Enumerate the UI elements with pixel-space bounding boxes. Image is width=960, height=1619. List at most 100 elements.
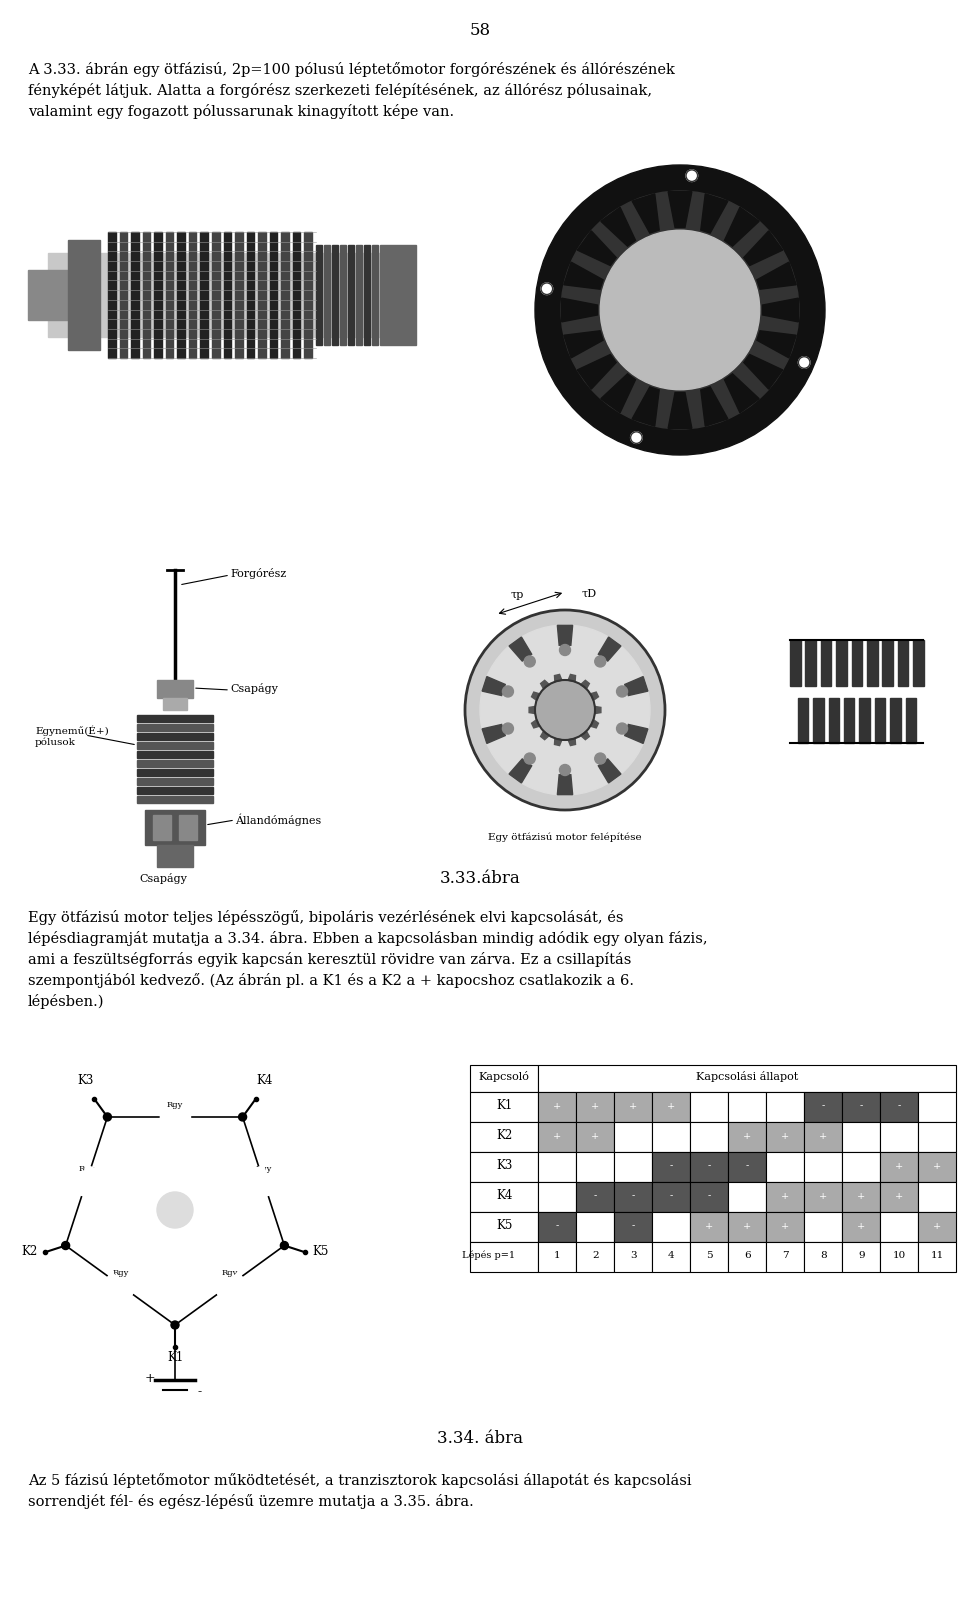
- Text: lépésben.): lépésben.): [28, 994, 105, 1009]
- Bar: [880, 1213, 919, 1242]
- Circle shape: [535, 165, 825, 455]
- Bar: [653, 1213, 690, 1242]
- Bar: [843, 1242, 880, 1273]
- Bar: [539, 1153, 576, 1182]
- Text: 2: 2: [592, 1250, 599, 1260]
- Polygon shape: [215, 1273, 245, 1298]
- Polygon shape: [564, 262, 603, 290]
- Polygon shape: [701, 194, 728, 233]
- Text: +: +: [629, 1101, 637, 1111]
- Text: K5: K5: [496, 1219, 513, 1232]
- Text: K4: K4: [496, 1188, 513, 1201]
- Polygon shape: [160, 1112, 190, 1122]
- Text: Rgy: Rgy: [255, 1166, 272, 1174]
- Text: 10: 10: [893, 1250, 906, 1260]
- Text: fényképét látjuk. Alatta a forgórész szerkezeti felépítésének, az állórész pólus: fényképét látjuk. Alatta a forgórész sze…: [28, 83, 652, 99]
- Bar: [844, 698, 854, 743]
- Bar: [653, 1091, 690, 1122]
- Bar: [137, 769, 213, 776]
- Polygon shape: [595, 706, 601, 714]
- Polygon shape: [540, 732, 549, 740]
- Polygon shape: [555, 675, 562, 682]
- Bar: [189, 232, 197, 358]
- Bar: [316, 244, 322, 345]
- Bar: [293, 232, 300, 358]
- Polygon shape: [577, 355, 616, 389]
- Text: τp: τp: [511, 589, 524, 599]
- Bar: [766, 1153, 804, 1182]
- Bar: [843, 1122, 880, 1153]
- Text: K1: K1: [167, 1350, 183, 1363]
- Polygon shape: [756, 262, 796, 290]
- Bar: [539, 1242, 576, 1273]
- Text: Kapcsolási állapot: Kapcsolási állapot: [696, 1072, 799, 1081]
- Bar: [224, 232, 231, 358]
- Bar: [576, 1213, 614, 1242]
- Text: -: -: [632, 1192, 635, 1201]
- Bar: [867, 640, 877, 685]
- Text: 8: 8: [820, 1250, 827, 1260]
- Text: Állandómágnes: Állandómágnes: [235, 813, 322, 826]
- Circle shape: [535, 680, 595, 740]
- Bar: [766, 1213, 804, 1242]
- Circle shape: [104, 1112, 111, 1120]
- Bar: [890, 698, 900, 743]
- Bar: [880, 1122, 919, 1153]
- Text: -: -: [670, 1161, 673, 1171]
- Bar: [137, 716, 213, 722]
- Bar: [804, 1213, 843, 1242]
- Text: +: +: [857, 1192, 866, 1201]
- Bar: [729, 1153, 766, 1182]
- Circle shape: [61, 1242, 70, 1250]
- Bar: [614, 1213, 653, 1242]
- Text: 1: 1: [554, 1250, 561, 1260]
- Text: -: -: [746, 1161, 749, 1171]
- Text: -: -: [898, 1101, 901, 1111]
- Bar: [470, 1153, 539, 1182]
- Bar: [804, 1153, 843, 1182]
- Polygon shape: [558, 776, 572, 795]
- Bar: [247, 232, 254, 358]
- Bar: [324, 244, 329, 345]
- Bar: [614, 1242, 653, 1273]
- Bar: [690, 1153, 729, 1182]
- Bar: [653, 1122, 690, 1153]
- Bar: [340, 244, 346, 345]
- Text: +: +: [145, 1371, 156, 1384]
- Bar: [137, 733, 213, 740]
- Text: +: +: [857, 1221, 866, 1230]
- Polygon shape: [632, 387, 660, 426]
- Bar: [766, 1122, 804, 1153]
- Bar: [364, 244, 370, 345]
- Circle shape: [631, 432, 642, 444]
- Bar: [804, 1091, 843, 1122]
- Bar: [48, 253, 408, 337]
- Bar: [539, 1182, 576, 1213]
- Circle shape: [480, 625, 650, 795]
- Polygon shape: [509, 636, 532, 661]
- Polygon shape: [568, 675, 575, 682]
- Bar: [356, 244, 362, 345]
- Bar: [614, 1153, 653, 1182]
- Bar: [235, 232, 243, 358]
- Text: Rgy: Rgy: [79, 1166, 95, 1174]
- Bar: [880, 1153, 919, 1182]
- Bar: [348, 244, 353, 345]
- Bar: [690, 1242, 729, 1273]
- Bar: [843, 1213, 880, 1242]
- Text: Egy ötfázisú motor felépítése: Egy ötfázisú motor felépítése: [489, 832, 642, 842]
- Bar: [614, 1182, 653, 1213]
- Bar: [919, 1153, 956, 1182]
- Polygon shape: [625, 724, 648, 743]
- Bar: [653, 1182, 690, 1213]
- Polygon shape: [632, 194, 660, 233]
- Text: τD: τD: [582, 589, 597, 599]
- Bar: [539, 1122, 576, 1153]
- Bar: [120, 232, 127, 358]
- Bar: [137, 724, 213, 732]
- Bar: [68, 240, 100, 350]
- Bar: [470, 1122, 539, 1153]
- Text: 5: 5: [707, 1250, 712, 1260]
- Circle shape: [561, 191, 799, 429]
- Bar: [614, 1122, 653, 1153]
